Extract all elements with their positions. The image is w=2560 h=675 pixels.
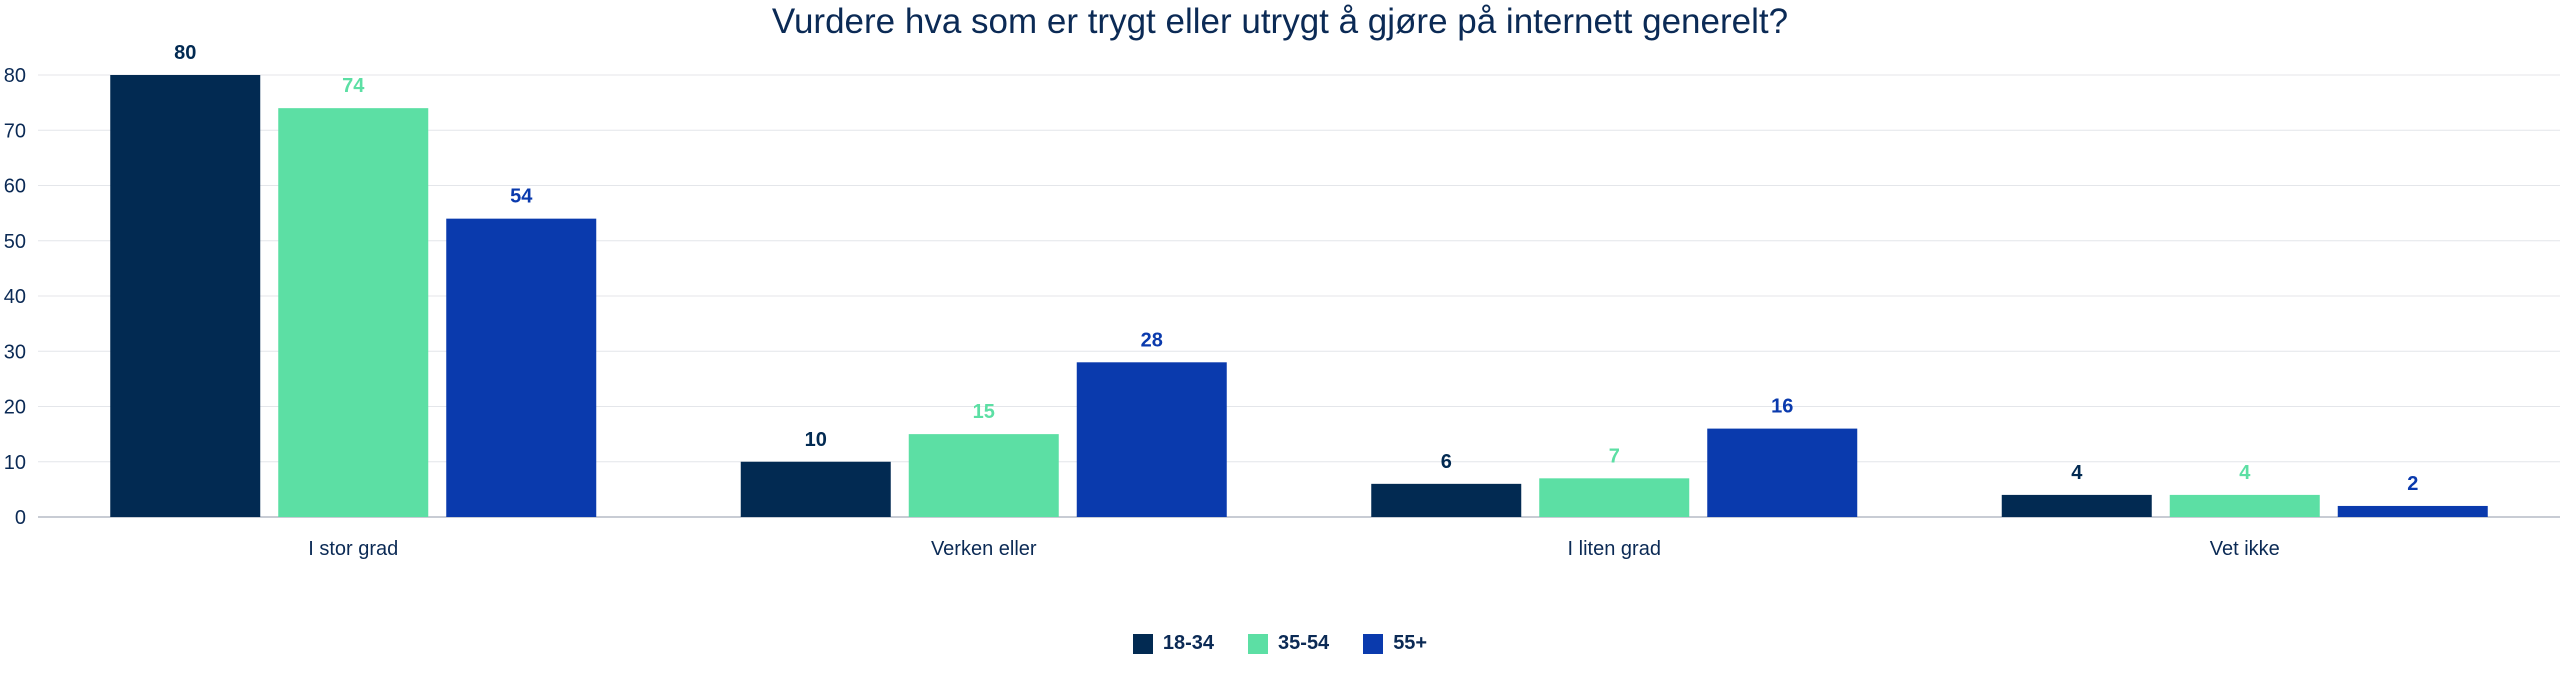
bar [446, 218, 597, 517]
legend-item: 55+ [1363, 632, 1427, 655]
data-label: 80 [174, 42, 196, 64]
data-labels: 80 74 54 10 15 28 6 7 16 4 4 2 [174, 42, 2418, 495]
x-tick-label: I stor grad [308, 538, 398, 560]
legend-swatch [1132, 633, 1153, 654]
data-label: 15 [973, 401, 995, 423]
y-tick-label: 70 [4, 120, 26, 142]
bar [1076, 362, 1227, 517]
y-tick-label: 10 [4, 452, 26, 474]
x-tick-label: Vet ikke [2210, 538, 2280, 560]
y-tick-label: 0 [15, 507, 26, 529]
y-tick-label: 20 [4, 397, 26, 419]
x-tick-label: I liten grad [1568, 538, 1661, 560]
data-label: 7 [1609, 445, 1620, 467]
y-tick-label: 80 [4, 65, 26, 87]
legend: 18-34 35-54 55+ [0, 632, 2560, 655]
bar [740, 461, 891, 517]
chart-title: Vurdere hva som er trygt eller utrygt å … [771, 2, 1789, 41]
data-label: 4 [2239, 462, 2251, 484]
data-label: 2 [2407, 473, 2418, 495]
bars [110, 75, 2488, 518]
data-label: 10 [805, 429, 827, 451]
data-label: 4 [2071, 462, 2083, 484]
data-label: 54 [510, 186, 533, 208]
x-tick-label: Verken eller [931, 538, 1037, 560]
bar [2337, 505, 2488, 517]
legend-swatch [1248, 633, 1269, 654]
legend-label: 35-54 [1278, 632, 1330, 654]
data-label: 6 [1441, 451, 1452, 473]
bar [1707, 428, 1858, 517]
data-label: 74 [342, 75, 365, 97]
data-label: 28 [1141, 329, 1163, 351]
legend-swatch [1363, 633, 1384, 654]
bar [1371, 483, 1522, 517]
y-tick-label: 60 [4, 176, 26, 198]
data-label: 16 [1771, 396, 1793, 418]
bar [2001, 494, 2152, 517]
legend-label: 55+ [1393, 632, 1428, 654]
y-tick-label: 30 [4, 341, 26, 363]
y-tick-label: 40 [4, 286, 26, 308]
legend-item: 18-34 [1132, 632, 1215, 655]
legend-item: 35-54 [1248, 632, 1329, 655]
y-tick-label: 50 [4, 231, 26, 253]
bar [1539, 478, 1690, 517]
bar [908, 434, 1059, 517]
bar [110, 75, 261, 517]
legend-label: 18-34 [1162, 632, 1215, 654]
axes: 0 10 20 30 40 50 60 70 80 I stor grad Verken eller… [4, 65, 2280, 560]
bar-chart: 0 10 20 30 40 50 60 70 80 I stor grad Verken eller… [4, 42, 2560, 560]
bar [278, 108, 429, 518]
bar [2169, 494, 2320, 517]
